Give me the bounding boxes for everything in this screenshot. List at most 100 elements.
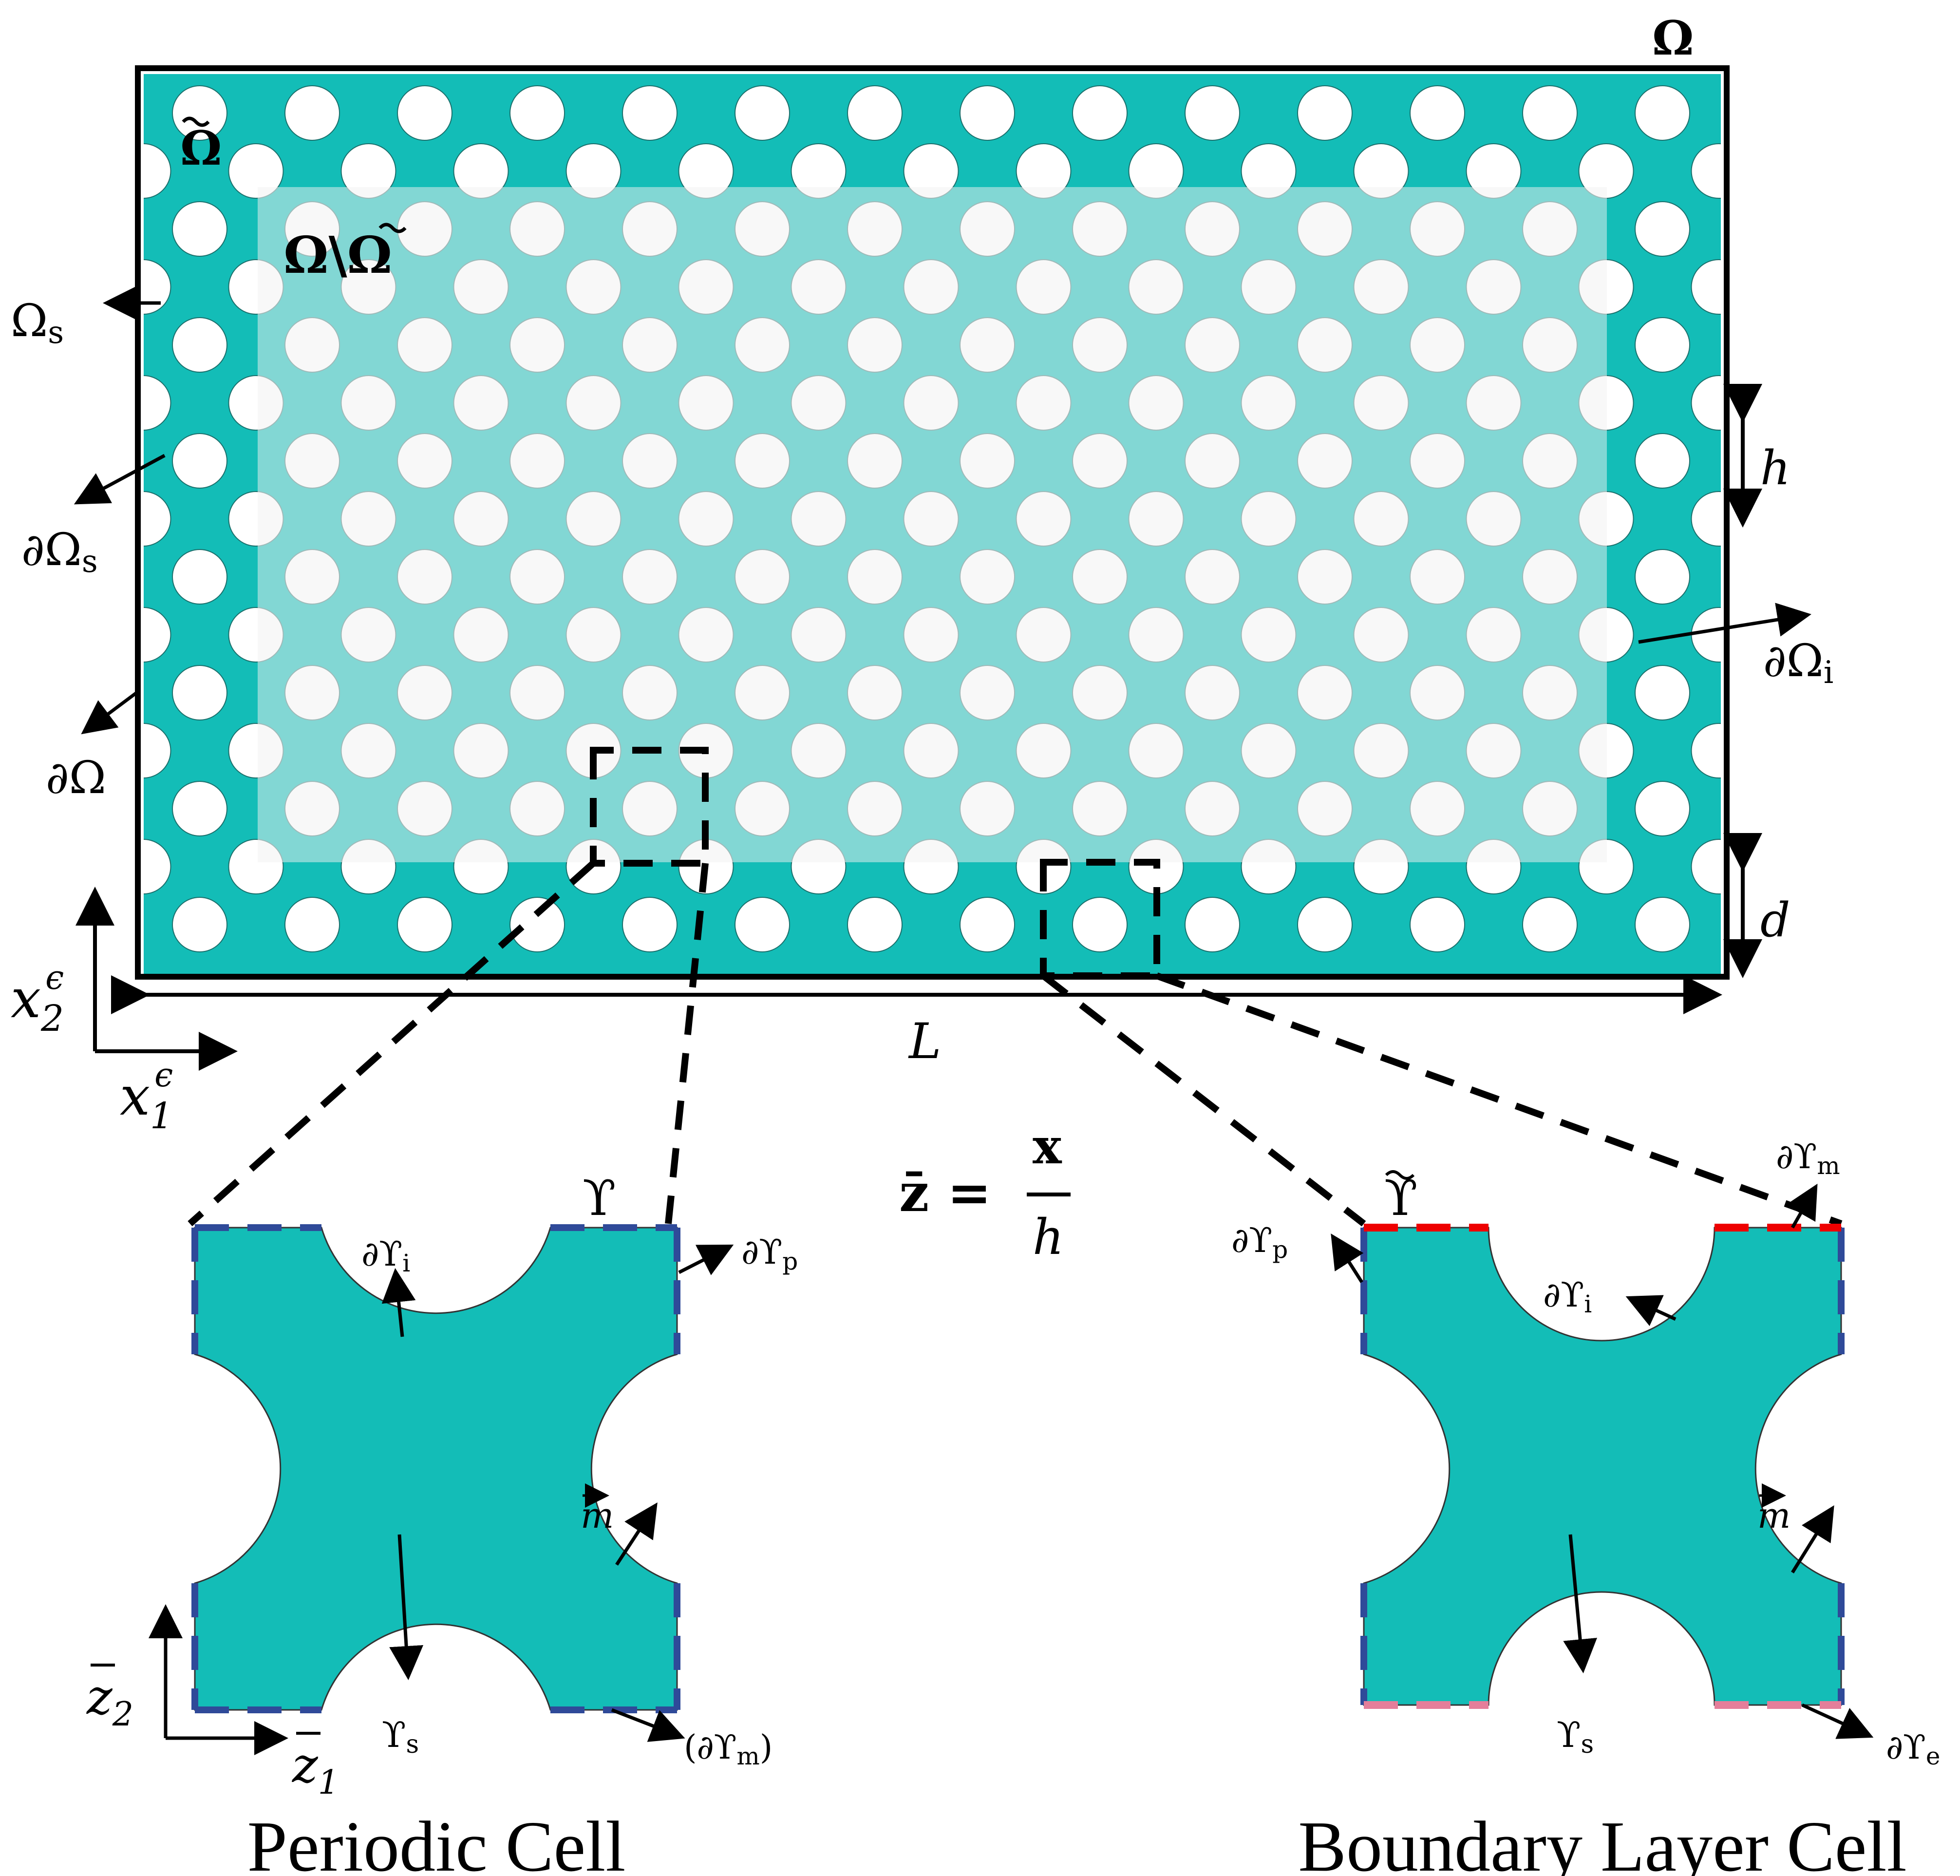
- periodic-zoom-line-right: [665, 863, 709, 1224]
- hole: [1860, 86, 1915, 140]
- inner-hole: [903, 491, 959, 547]
- inner-hole: [1804, 260, 1859, 314]
- inner-hole: [1133, 187, 1179, 199]
- inner-hole: [847, 549, 903, 605]
- hole: [1917, 839, 1960, 894]
- hole: [1860, 202, 1915, 256]
- hole: [1804, 260, 1859, 314]
- inner-hole: [60, 318, 114, 372]
- hole: [284, 897, 340, 952]
- z1-axis-label: z1: [292, 1737, 339, 1802]
- hole: [1635, 781, 1690, 836]
- hole: [1804, 723, 1859, 778]
- inner-hole: [1583, 187, 1607, 199]
- boundary-d-p-label: ∂ϒp: [1231, 1220, 1288, 1264]
- inner-hole: [1410, 317, 1465, 373]
- inner-hole: [284, 433, 340, 489]
- omega-s-label: Ωs: [11, 295, 64, 351]
- inner-hole: [903, 375, 959, 431]
- inner-hole: [509, 549, 565, 605]
- inner-hole: [1297, 549, 1353, 605]
- hole: [1410, 897, 1465, 952]
- inner-hole: [1748, 550, 1802, 604]
- hole: [60, 202, 114, 256]
- periodic-s-label: ϒs: [382, 1714, 419, 1759]
- inner-hole: [346, 187, 391, 199]
- inner-hole: [340, 375, 396, 431]
- d-omega-s-label: ∂Ωs: [21, 524, 98, 580]
- periodic-d-i-arrow: [381, 1268, 416, 1337]
- inner-hole: [903, 723, 959, 778]
- hole: [228, 143, 284, 199]
- L-label: L: [908, 1013, 941, 1070]
- hole: [1691, 723, 1721, 778]
- inner-hole: [1860, 202, 1915, 256]
- inner-hole: [284, 317, 340, 373]
- periodic-m-label: m: [581, 1495, 614, 1536]
- hole: [1691, 839, 1721, 894]
- inner-hole: [1297, 201, 1353, 257]
- hole: [172, 781, 227, 836]
- inner-hole: [791, 607, 847, 663]
- hole: [60, 86, 114, 140]
- inner-hole: [678, 259, 734, 315]
- inner-hole: [284, 781, 340, 836]
- inner-hole: [258, 375, 284, 431]
- hole: [1691, 607, 1721, 663]
- d-omega-s-arrow: [74, 454, 166, 505]
- hole: [144, 143, 171, 199]
- inner-hole: [1353, 375, 1409, 431]
- inner-hole: [960, 665, 1015, 720]
- hole: [1748, 550, 1802, 604]
- d-omega-arrow: [81, 690, 139, 735]
- inner-hole: [1748, 318, 1802, 372]
- inner-hole: [340, 607, 396, 663]
- inner-hole: [1522, 781, 1578, 836]
- inner-hole: [1579, 839, 1607, 862]
- hole: [509, 85, 565, 141]
- hole: [1804, 376, 1859, 430]
- inner-hole: [1860, 318, 1915, 372]
- hole: [1748, 86, 1802, 140]
- inner-hole: [735, 201, 790, 257]
- hole: [1860, 781, 1915, 836]
- boundary-upsilon-tilde: [1385, 1170, 1415, 1180]
- boundary-s-arrow: [1563, 1534, 1597, 1673]
- hole: [1917, 607, 1960, 662]
- inner-hole: [960, 549, 1015, 605]
- inner-hole: [509, 781, 565, 836]
- inner-hole: [683, 187, 729, 199]
- inner-hole: [1016, 375, 1072, 431]
- inner-hole: [1185, 781, 1240, 836]
- inner-hole: [1072, 665, 1128, 720]
- inner-hole: [60, 897, 114, 952]
- inner-hole: [1297, 317, 1353, 373]
- inner-hole: [1804, 144, 1859, 198]
- inner-hole: [1466, 839, 1521, 862]
- inner-hole: [1241, 839, 1296, 862]
- x1-axis-label: x1ϵ: [120, 1056, 173, 1137]
- inner-hole: [1804, 839, 1859, 894]
- inner-hole: [622, 781, 678, 836]
- hole: [509, 897, 565, 952]
- inner-hole: [678, 607, 734, 663]
- boundary-d-m-arrow: [1786, 1183, 1818, 1229]
- inner-hole: [453, 839, 509, 862]
- inner-hole: [1410, 201, 1465, 257]
- inner-hole: [1185, 665, 1240, 720]
- inner-hole: [1522, 549, 1578, 605]
- inner-hole: [1353, 607, 1409, 663]
- hole: [144, 491, 171, 547]
- hole: [960, 897, 1015, 952]
- inner-hole: [1410, 549, 1465, 605]
- boundary-d-i-arrow: [1625, 1295, 1677, 1326]
- domain-pointer-arrows: [74, 286, 1811, 735]
- inner-hole: [908, 187, 954, 199]
- hole: [1072, 85, 1128, 141]
- inner-hole: [1917, 839, 1960, 894]
- inner-hole: [1241, 259, 1297, 315]
- inner-hole: [1804, 492, 1859, 546]
- inner-hole: [1804, 376, 1859, 430]
- inner-hole: [258, 259, 284, 315]
- inner-hole: [1578, 607, 1607, 663]
